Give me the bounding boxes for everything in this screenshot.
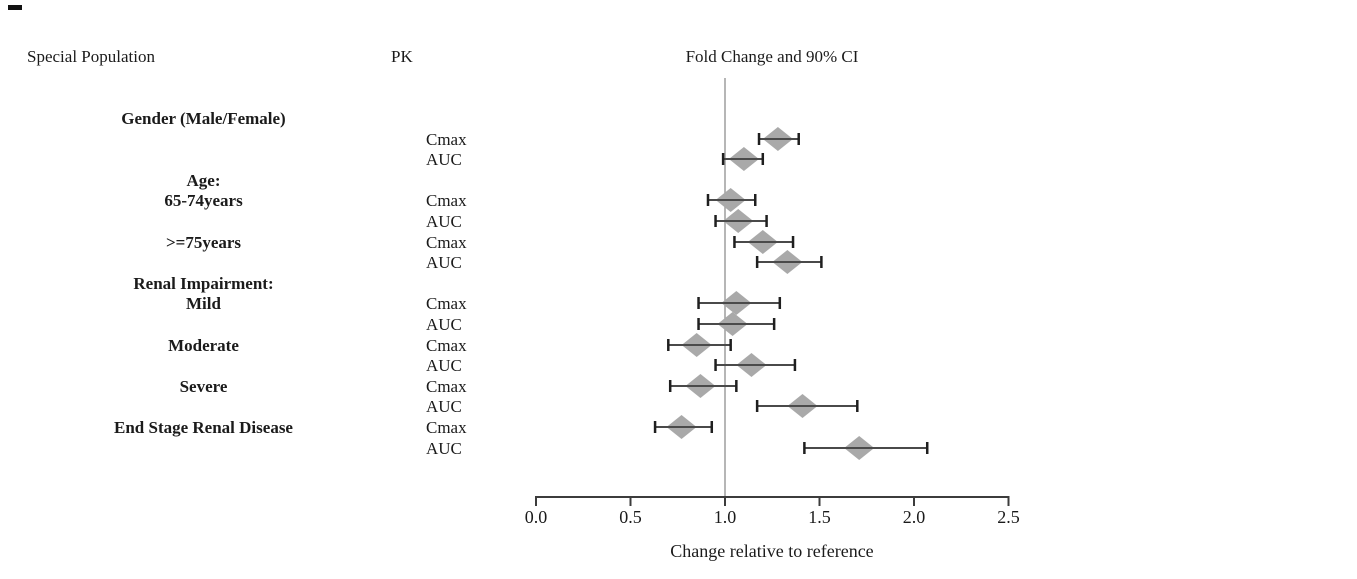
ci-marker bbox=[697, 291, 782, 315]
column-header-special-population: Special Population bbox=[27, 47, 155, 66]
scan-artifact-mark bbox=[8, 5, 22, 10]
ci-marker bbox=[714, 353, 797, 377]
ci-marker bbox=[667, 333, 732, 357]
ci-marker bbox=[755, 250, 823, 274]
ci-marker bbox=[721, 147, 765, 171]
ci-marker bbox=[714, 209, 768, 233]
ci-marker bbox=[755, 394, 859, 418]
column-header-fold-change: Fold Change and 90% CI bbox=[685, 47, 859, 66]
ci-marker bbox=[733, 230, 795, 254]
ci-marker bbox=[803, 436, 929, 460]
ci-marker bbox=[757, 127, 800, 151]
x-axis-title: Change relative to reference bbox=[670, 541, 874, 561]
ci-marker bbox=[653, 415, 714, 439]
ci-marker bbox=[697, 312, 776, 336]
column-header-pk: PK bbox=[391, 47, 413, 66]
ci-marker bbox=[706, 188, 757, 212]
ci-marker bbox=[668, 374, 738, 398]
